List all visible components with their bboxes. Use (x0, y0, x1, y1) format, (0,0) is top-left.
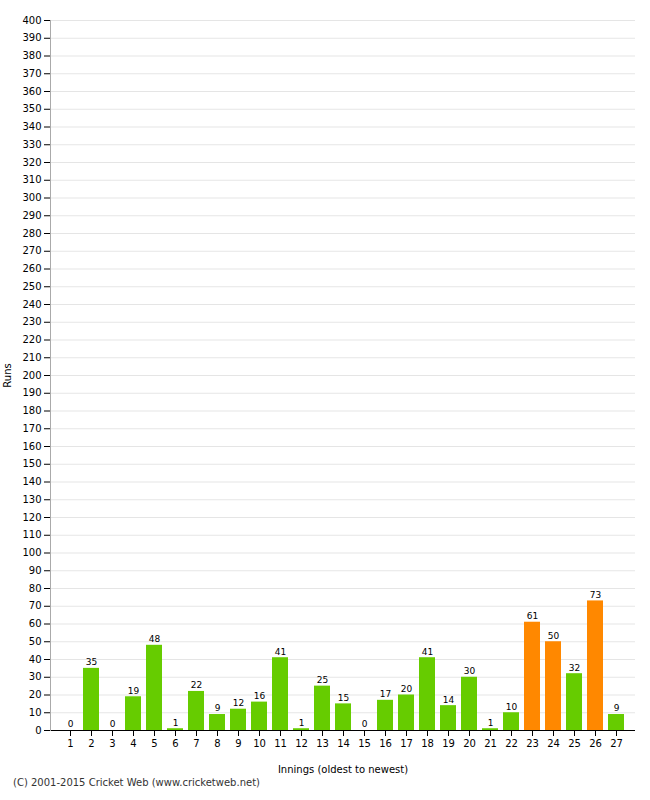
svg-text:15: 15 (338, 693, 349, 703)
svg-text:240: 240 (22, 299, 41, 310)
svg-text:1: 1 (173, 718, 179, 728)
svg-text:280: 280 (22, 228, 41, 239)
svg-text:120: 120 (22, 512, 41, 523)
svg-text:1: 1 (67, 738, 73, 749)
svg-text:23: 23 (526, 738, 539, 749)
svg-text:380: 380 (22, 50, 41, 61)
html-text:(C) 2001-2015 Cricket Web (www: (C) 2001-2015 Cricket Web (www.cricketwe… (13, 777, 260, 788)
svg-text:0: 0 (362, 719, 368, 729)
svg-text:17: 17 (400, 738, 413, 749)
svg-text:6: 6 (172, 738, 178, 749)
svg-text:160: 160 (22, 441, 41, 452)
svg-text:350: 350 (22, 103, 41, 114)
svg-text:18: 18 (421, 738, 434, 749)
svg-text:210: 210 (22, 352, 41, 363)
svg-text:22: 22 (505, 738, 518, 749)
svg-text:5: 5 (151, 738, 157, 749)
svg-text:30: 30 (464, 666, 476, 676)
svg-text:270: 270 (22, 245, 41, 256)
svg-text:330: 330 (22, 139, 41, 150)
svg-text:25: 25 (568, 738, 581, 749)
svg-text:2: 2 (88, 738, 94, 749)
svg-text:9: 9 (235, 738, 241, 749)
svg-text:41: 41 (422, 647, 433, 657)
svg-text:220: 220 (22, 334, 41, 345)
svg-text:7: 7 (193, 738, 199, 749)
svg-text:360: 360 (22, 86, 41, 97)
svg-text:8: 8 (214, 738, 220, 749)
svg-text:16: 16 (379, 738, 392, 749)
svg-text:20: 20 (29, 689, 42, 700)
svg-text:190: 190 (22, 387, 41, 398)
svg-text:12: 12 (233, 698, 244, 708)
svg-text:1: 1 (488, 718, 494, 728)
svg-text:130: 130 (22, 494, 41, 505)
svg-text:70: 70 (29, 600, 42, 611)
svg-text:110: 110 (22, 529, 41, 540)
svg-text:22: 22 (191, 680, 202, 690)
svg-text:26: 26 (589, 738, 602, 749)
svg-text:340: 340 (22, 121, 41, 132)
svg-text:0: 0 (110, 719, 116, 729)
svg-text:4: 4 (130, 738, 136, 749)
svg-text:230: 230 (22, 316, 41, 327)
svg-text:0: 0 (35, 725, 41, 736)
svg-text:13: 13 (316, 738, 329, 749)
svg-text:10: 10 (29, 707, 42, 718)
svg-text:11: 11 (274, 738, 287, 749)
svg-text:80: 80 (29, 583, 42, 594)
svg-text:12: 12 (295, 738, 308, 749)
svg-text:50: 50 (29, 636, 42, 647)
svg-text:19: 19 (128, 686, 140, 696)
svg-text:310: 310 (22, 174, 41, 185)
svg-text:73: 73 (590, 590, 601, 600)
svg-text:390: 390 (22, 32, 41, 43)
svg-text:0: 0 (68, 719, 74, 729)
svg-text:14: 14 (443, 695, 455, 705)
svg-text:14: 14 (337, 738, 350, 749)
svg-text:260: 260 (22, 263, 41, 274)
svg-text:170: 170 (22, 423, 41, 434)
svg-text:30: 30 (29, 671, 42, 682)
svg-text:10: 10 (506, 702, 518, 712)
svg-text:9: 9 (614, 703, 620, 713)
svg-text:200: 200 (22, 370, 41, 381)
svg-text:19: 19 (442, 738, 455, 749)
svg-text:24: 24 (547, 738, 560, 749)
svg-text:48: 48 (149, 634, 161, 644)
svg-text:60: 60 (29, 618, 42, 629)
svg-text:40: 40 (29, 654, 42, 665)
svg-text:25: 25 (317, 675, 328, 685)
svg-text:Runs: Runs (2, 363, 13, 387)
svg-text:10: 10 (253, 738, 266, 749)
svg-text:35: 35 (86, 657, 97, 667)
svg-text:20: 20 (401, 684, 413, 694)
svg-text:15: 15 (358, 738, 371, 749)
svg-text:320: 320 (22, 157, 41, 168)
svg-text:370: 370 (22, 68, 41, 79)
svg-text:17: 17 (380, 689, 391, 699)
svg-text:20: 20 (463, 738, 476, 749)
svg-text:16: 16 (254, 691, 266, 701)
svg-text:300: 300 (22, 192, 41, 203)
svg-text:21: 21 (484, 738, 497, 749)
svg-text:27: 27 (610, 738, 623, 749)
svg-text:32: 32 (569, 663, 580, 673)
svg-text:41: 41 (275, 647, 286, 657)
svg-text:Innings (oldest to newest): Innings (oldest to newest) (278, 764, 408, 775)
svg-text:400: 400 (22, 15, 41, 26)
svg-text:3: 3 (109, 738, 115, 749)
svg-text:9: 9 (215, 703, 221, 713)
svg-text:140: 140 (22, 476, 41, 487)
svg-text:1: 1 (299, 718, 305, 728)
svg-text:180: 180 (22, 405, 41, 416)
svg-text:90: 90 (29, 565, 42, 576)
svg-text:50: 50 (548, 631, 560, 641)
svg-text:150: 150 (22, 458, 41, 469)
svg-text:290: 290 (22, 210, 41, 221)
svg-text:61: 61 (527, 611, 538, 621)
svg-text:250: 250 (22, 281, 41, 292)
svg-text:100: 100 (22, 547, 41, 558)
